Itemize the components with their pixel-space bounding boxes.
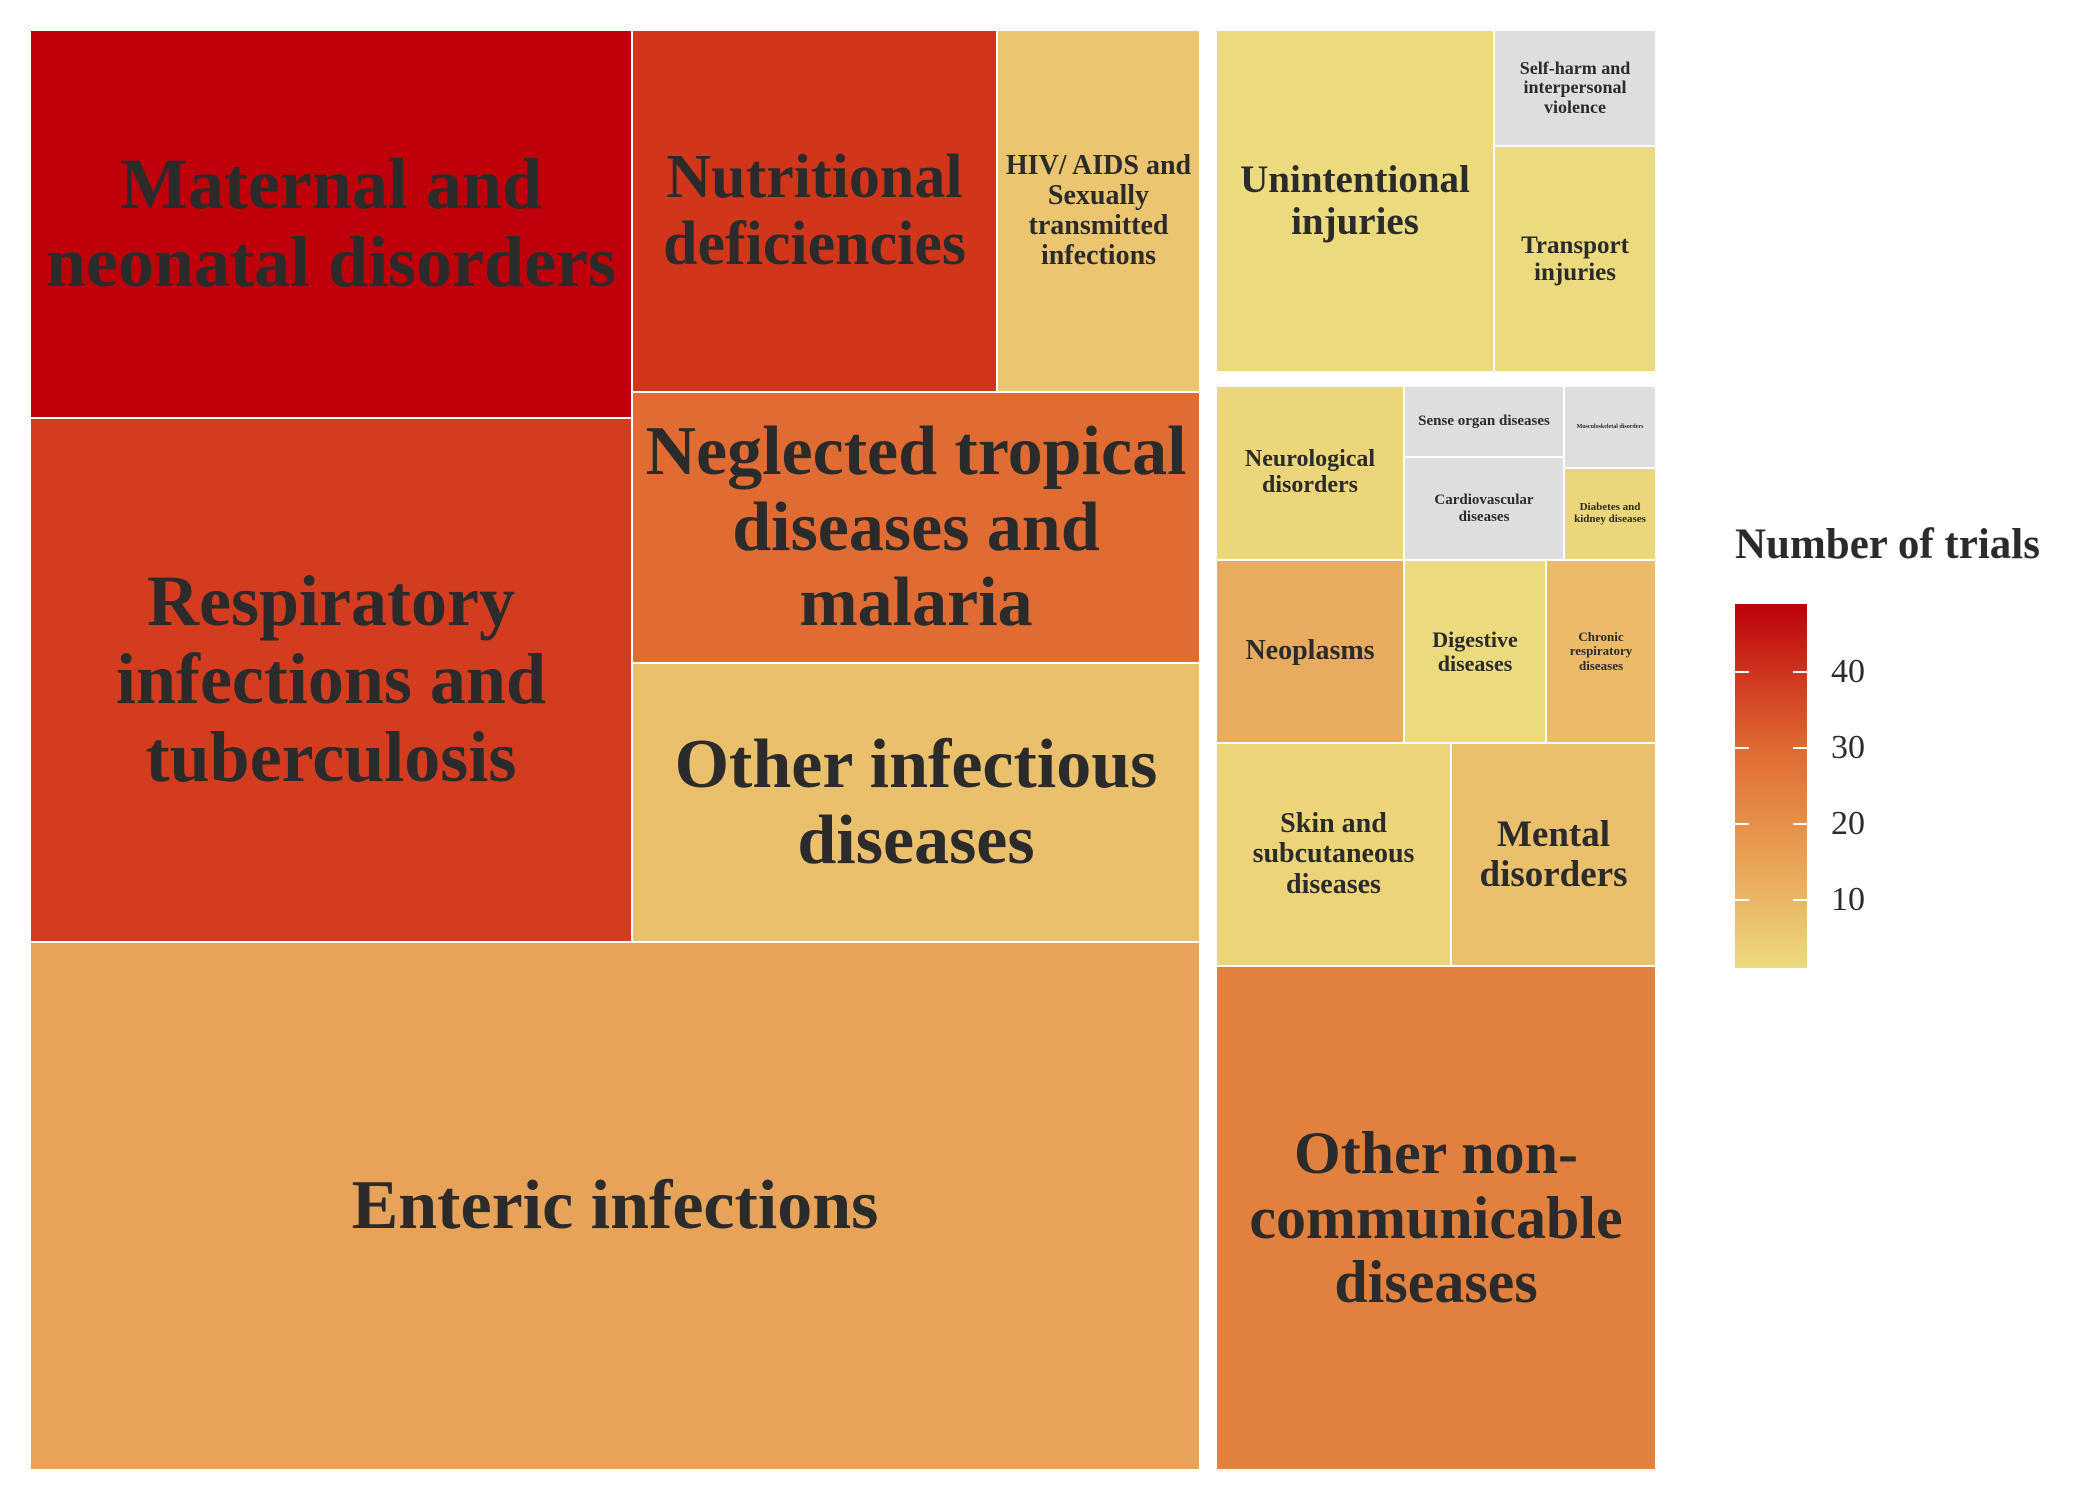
tile-label: Sense organ diseases: [1418, 413, 1550, 430]
tile-unintentional-injuries: Unintentional injuries: [1217, 31, 1493, 371]
legend-tick-mark: [1735, 898, 1749, 901]
tile-respiratory-infections-and-tuberculosis: Respiratory infections and tuberculosis: [31, 419, 631, 941]
tile-label: Neoplasms: [1245, 635, 1375, 667]
legend-tick-mark: [1793, 822, 1807, 825]
tile-label: Nutritional deficiencies: [662, 143, 966, 278]
tile-chronic-respiratory-diseases: Chronic respiratory diseases: [1547, 561, 1655, 742]
tile-transport-injuries: Transport injuries: [1495, 147, 1655, 371]
tile-other-non-communicable-diseases: Other non-communicable diseases: [1217, 967, 1655, 1469]
tile-nutritional-deficiencies: Nutritional deficiencies: [633, 31, 996, 391]
tile-label: Maternal and neonatal disorders: [45, 144, 617, 302]
tile-label: Skin and subcutaneous diseases: [1252, 808, 1415, 900]
tile-label: Other non-communicable diseases: [1249, 1119, 1623, 1316]
legend-tick-mark: [1735, 671, 1749, 674]
legend-color-bar: [1735, 604, 1807, 968]
tile-mental-disorders: Mental disorders: [1452, 744, 1655, 965]
tile-cardiovascular-diseases: Cardiovascular diseases: [1405, 458, 1563, 559]
tile-label: Cardiovascular diseases: [1434, 492, 1534, 525]
tile-neoplasms: Neoplasms: [1217, 561, 1403, 742]
legend-tick-label: 30: [1831, 729, 1865, 767]
tile-label: Neurological disorders: [1244, 446, 1376, 498]
legend-tick-label: 10: [1831, 880, 1865, 918]
tile-label: Respiratory infections and tuberculosis: [115, 561, 547, 797]
legend-tick-mark: [1735, 747, 1749, 750]
tile-label: Other infectious diseases: [674, 725, 1158, 879]
tile-digestive-diseases: Digestive diseases: [1405, 561, 1545, 742]
tile-musculoskeletal-disorders: Musculoskeletal disorders: [1565, 387, 1655, 467]
tile-label: Mental disorders: [1479, 813, 1628, 895]
tile-enteric-infections: Enteric infections: [31, 943, 1199, 1469]
tile-label: Enteric infections: [351, 1167, 879, 1245]
tile-hiv-aids-and-sexually-transmitted-infections: HIV/ AIDS and Sexually transmitted infec…: [998, 31, 1199, 391]
legend-title: Number of trials: [1735, 521, 2040, 568]
tile-maternal-and-neonatal-disorders: Maternal and neonatal disorders: [31, 31, 631, 417]
legend-tick-mark: [1793, 747, 1807, 750]
tile-label: Neglected tropical diseases and malaria: [645, 413, 1187, 642]
tile-label: HIV/ AIDS and Sexually transmitted infec…: [1005, 149, 1192, 272]
tile-label: Diabetes and kidney diseases: [1574, 501, 1646, 525]
tile-diabetes-and-kidney-diseases: Diabetes and kidney diseases: [1565, 469, 1655, 559]
tile-label: Digestive diseases: [1432, 626, 1518, 676]
tile-other-infectious-diseases: Other infectious diseases: [633, 664, 1199, 941]
tile-label: Musculoskeletal disorders: [1576, 423, 1644, 430]
tile-label: Chronic respiratory diseases: [1569, 629, 1633, 673]
tile-label: Unintentional injuries: [1240, 157, 1470, 243]
tile-label: Transport injuries: [1521, 232, 1629, 286]
color-legend: Number of trials 10 20 30 40: [1735, 520, 2075, 980]
tile-sense-organ-diseases: Sense organ diseases: [1405, 387, 1563, 456]
legend-tick-label: 20: [1831, 804, 1865, 842]
legend-tick-mark: [1793, 898, 1807, 901]
legend-tick-mark: [1735, 822, 1749, 825]
tile-self-harm-and-interpersonal-violence: Self-harm and interpersonal violence: [1495, 31, 1655, 145]
legend-tick-mark: [1793, 671, 1807, 674]
tile-neurological-disorders: Neurological disorders: [1217, 387, 1403, 559]
tile-skin-and-subcutaneous-diseases: Skin and subcutaneous diseases: [1217, 744, 1450, 965]
legend-tick-label: 40: [1831, 653, 1865, 691]
tile-label: Self-harm and interpersonal violence: [1519, 57, 1631, 117]
tile-neglected-tropical-diseases-and-malaria: Neglected tropical diseases and malaria: [633, 393, 1199, 662]
